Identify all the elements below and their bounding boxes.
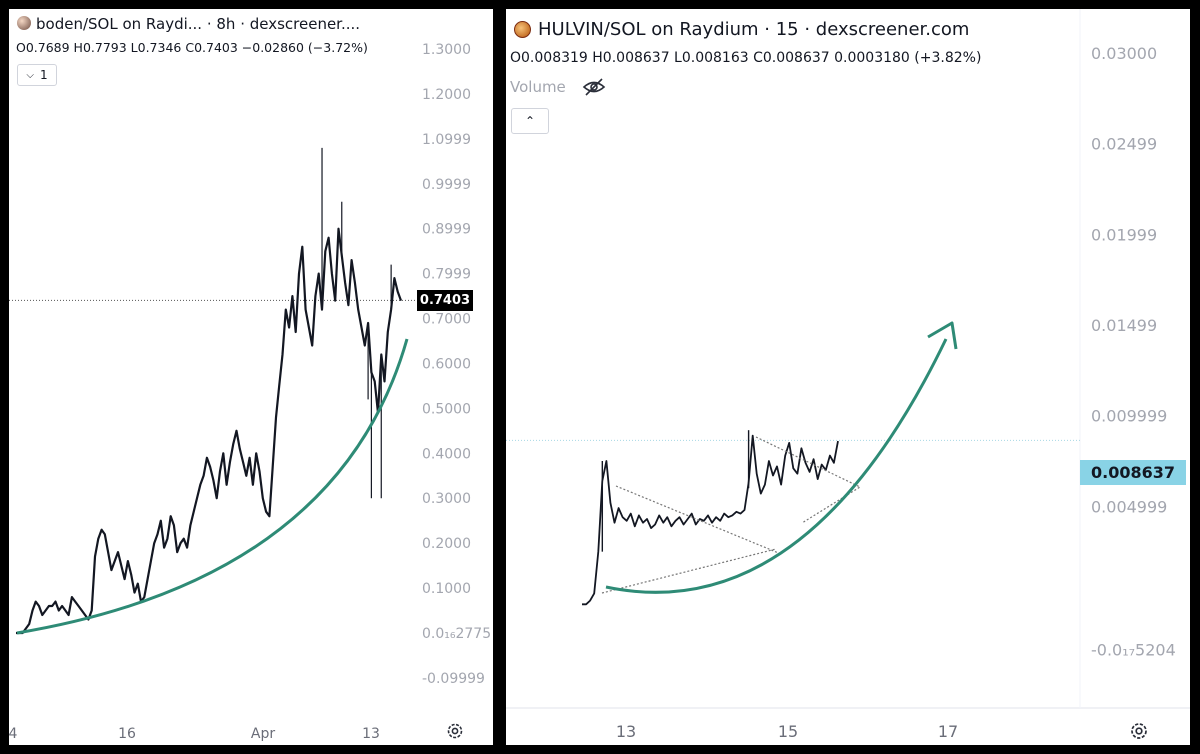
triangle-pattern-2: [755, 436, 862, 524]
y-tick-label: -0.09999: [422, 671, 485, 687]
left-chart-panel: 1.3000 1.2000 1.0999 0.9999 0.8999 0.7999 0.70…: [9, 9, 493, 745]
trend-curve-annotation: [605, 338, 948, 594]
x-tick-label: 15: [778, 722, 798, 741]
y-tick-label: 1.0999: [422, 132, 471, 148]
right-chart-panel: 0.03000 0.02499 0.01999 0.01499 0.009999 0.00…: [506, 9, 1190, 745]
y-tick-label: 0.009999: [1091, 407, 1167, 426]
price-series-line: [16, 227, 403, 635]
price-series-line: [582, 434, 839, 606]
boden-coin-icon: [17, 16, 31, 30]
left-settings-gear-icon[interactable]: [446, 722, 464, 740]
x-tick-label: 13: [616, 722, 636, 741]
y-tick-label: 0.02499: [1091, 135, 1157, 154]
y-tick-label: 0.2000: [422, 536, 471, 552]
chevron-down-icon: ⌵: [26, 69, 34, 81]
left-last-price-tag: 0.7403: [417, 290, 473, 311]
x-tick-label: 13: [362, 726, 380, 742]
y-tick-label: 0.4000: [422, 446, 471, 462]
y-tick-label: 0.0₁₆2775: [422, 626, 491, 642]
arrow-head-icon: [927, 321, 958, 350]
y-tick-label: -0.0₁₇5204: [1091, 641, 1176, 660]
right-settings-gear-icon[interactable]: [1129, 721, 1149, 741]
right-last-price-tag: 0.008637: [1080, 460, 1186, 485]
x-tick-label: 16: [118, 726, 136, 742]
right-chart-title: HULVIN/SOL on Raydium · 15 · dexscreener…: [538, 19, 970, 40]
y-tick-label: 0.3000: [422, 491, 471, 507]
right-collapse-button[interactable]: ⌃: [511, 108, 549, 134]
y-tick-label: 1.2000: [422, 87, 471, 103]
hulvin-coin-icon: [514, 21, 531, 38]
y-tick-label: 0.9999: [422, 177, 471, 193]
y-tick-label: 0.03000: [1091, 44, 1157, 63]
eye-hidden-icon[interactable]: [582, 77, 606, 97]
left-chart-title: boden/SOL on Raydi... · 8h · dexscreener…: [36, 15, 361, 33]
y-tick-label: 0.8999: [422, 222, 471, 238]
y-tick-label: 0.01499: [1091, 316, 1157, 335]
left-chart-canvas[interactable]: 1.3000 1.2000 1.0999 0.9999 0.8999 0.7999 0.70…: [9, 9, 493, 745]
y-tick-label: 1.3000: [422, 42, 471, 58]
y-tick-label: 0.5000: [422, 401, 471, 417]
y-tick-label: 0.01999: [1091, 225, 1157, 244]
x-tick-label: Apr: [251, 726, 275, 742]
trend-curve-annotation: [16, 338, 409, 635]
y-tick-label: 0.7000: [422, 312, 471, 328]
chevron-up-icon: ⌃: [524, 114, 536, 128]
volume-label: Volume: [510, 78, 566, 96]
triangle-pattern-1: [601, 485, 782, 594]
y-tick-label: 0.7999: [422, 267, 471, 283]
y-tick-label: 0.1000: [422, 581, 471, 597]
x-tick-label: 4: [9, 726, 18, 742]
x-tick-label: 17: [938, 722, 958, 741]
right-chart-canvas[interactable]: 0.03000 0.02499 0.01999 0.01499 0.009999 0.00…: [506, 9, 1190, 745]
y-tick-label: 0.004999: [1091, 497, 1167, 516]
right-ohlc-values: O0.008319 H0.008637 L0.008163 C0.008637 …: [510, 50, 982, 66]
left-ohlc-values: O0.7689 H0.7793 L0.7346 C0.7403 −0.02860…: [16, 40, 368, 55]
left-collapse-button[interactable]: ⌵ 1: [17, 64, 57, 86]
y-tick-label: 0.6000: [422, 356, 471, 372]
collapse-count: 1: [39, 68, 48, 82]
